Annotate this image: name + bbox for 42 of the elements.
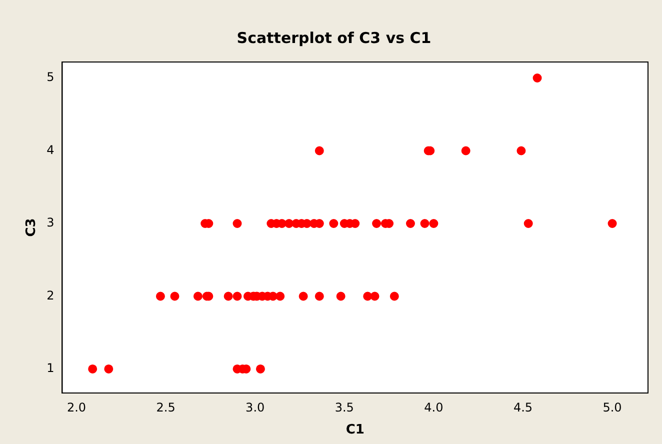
point bbox=[298, 292, 308, 301]
point bbox=[314, 292, 324, 301]
point bbox=[532, 74, 542, 83]
point bbox=[516, 146, 526, 156]
point bbox=[256, 364, 265, 374]
point bbox=[156, 292, 165, 301]
point bbox=[461, 146, 470, 156]
point bbox=[390, 292, 399, 301]
point bbox=[420, 219, 430, 228]
y-tick-label: 5 bbox=[46, 70, 54, 84]
point bbox=[232, 219, 242, 228]
x-tick-label: 2.5 bbox=[156, 400, 176, 414]
y-tick-label: 4 bbox=[46, 142, 54, 157]
chart-title: Scatterplot of C3 vs C1 bbox=[236, 28, 432, 47]
point bbox=[608, 219, 617, 228]
point bbox=[224, 292, 233, 301]
point bbox=[170, 292, 180, 301]
point bbox=[193, 292, 202, 301]
x-axis-title: C1 bbox=[346, 422, 364, 438]
x-tick-label: 4.0 bbox=[424, 400, 444, 414]
point bbox=[314, 146, 324, 156]
point bbox=[406, 219, 415, 228]
point bbox=[276, 292, 285, 301]
point bbox=[104, 364, 114, 374]
point bbox=[372, 219, 382, 228]
point bbox=[329, 219, 338, 228]
x-tick-label: 5.0 bbox=[602, 400, 622, 414]
point bbox=[370, 292, 380, 301]
y-axis-title: C3 bbox=[24, 218, 40, 237]
x-tick-label: 3.5 bbox=[334, 400, 354, 414]
x-tick-label: 4.5 bbox=[513, 400, 533, 414]
y-tick-label: 3 bbox=[46, 216, 54, 230]
x-tick-label: 2.0 bbox=[66, 400, 86, 414]
x-tick-label: 3.0 bbox=[246, 400, 265, 414]
point bbox=[429, 219, 438, 228]
point bbox=[88, 364, 98, 374]
y-tick-label: 1 bbox=[46, 361, 54, 376]
point bbox=[232, 292, 242, 301]
y-tick-label: 2 bbox=[46, 288, 54, 302]
point bbox=[284, 219, 294, 228]
point bbox=[336, 292, 346, 301]
point bbox=[524, 219, 533, 228]
